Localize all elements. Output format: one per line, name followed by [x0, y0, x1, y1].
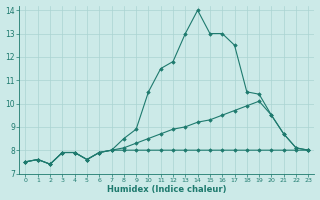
X-axis label: Humidex (Indice chaleur): Humidex (Indice chaleur) — [107, 185, 227, 194]
